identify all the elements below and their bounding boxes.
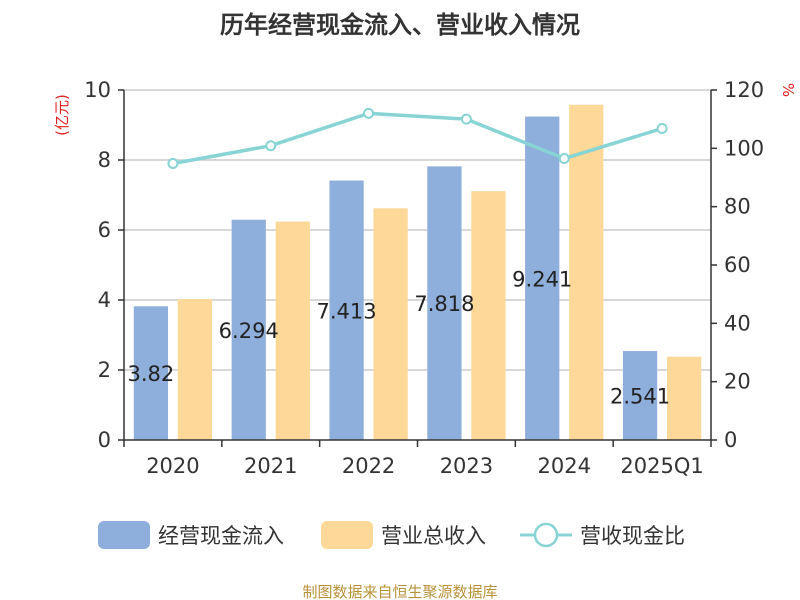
line-point <box>656 123 668 134</box>
bar-cash-inflow <box>525 116 560 440</box>
legend-item: 经营现金流入 <box>98 521 284 549</box>
line-point <box>558 153 570 165</box>
bar-value-label: 3.82 <box>128 362 175 386</box>
bar-value-label: 7.413 <box>317 299 377 323</box>
left-tick-label: 4 <box>98 288 111 312</box>
bar-value-label: 7.818 <box>414 292 474 316</box>
x-tick-label: 2024 <box>538 454 591 478</box>
left-axis-unit: (亿元) <box>53 94 71 136</box>
right-tick-label: 80 <box>724 195 751 219</box>
bar-value-label: 9.241 <box>512 267 572 291</box>
left-tick-label: 0 <box>98 428 111 452</box>
bar-revenue <box>569 104 604 440</box>
right-tick-label: 60 <box>724 253 751 277</box>
bar-cash-inflow <box>231 219 266 440</box>
x-tick-label: 2021 <box>244 454 297 478</box>
right-axis-unit: % <box>779 83 797 97</box>
legend-item: 营业总收入 <box>321 521 486 549</box>
legend-label: 经营现金流入 <box>158 524 284 548</box>
right-tick-label: 40 <box>724 311 751 335</box>
ratio-line <box>167 107 668 169</box>
legend-label: 营收现金比 <box>580 524 685 548</box>
left-tick-label: 2 <box>98 358 111 382</box>
right-tick-label: 100 <box>724 136 764 160</box>
bars <box>133 104 702 441</box>
bar-cash-inflow <box>427 166 462 440</box>
legend: 经营现金流入 营业总收入 营收现金比 <box>98 521 685 549</box>
bar-cash-inflow <box>133 306 169 440</box>
left-tick-label: 8 <box>98 148 111 172</box>
bar-revenue <box>177 298 213 440</box>
line-point <box>167 158 179 169</box>
legend-swatch <box>98 521 150 549</box>
bar-value-label: 6.294 <box>219 319 279 343</box>
gridlines <box>124 89 711 371</box>
x-tick-label: 2023 <box>440 454 493 478</box>
bar-cash-inflow <box>329 180 364 441</box>
line-point <box>265 140 277 152</box>
source-note: 制图数据来自恒生聚源数据库 <box>302 583 497 600</box>
line-point <box>460 113 472 125</box>
right-tick-label: 120 <box>724 78 764 102</box>
line-ratio <box>172 111 663 166</box>
left-tick-label: 6 <box>98 218 111 242</box>
right-tick-label: 0 <box>724 428 737 452</box>
x-tick-label: 2022 <box>342 454 395 478</box>
line-point <box>363 107 375 119</box>
legend-label: 营业总收入 <box>381 524 486 548</box>
legend-swatch <box>321 521 373 549</box>
bar-revenue <box>373 208 408 440</box>
bar-revenue <box>666 356 702 440</box>
data-labels: 3.82 6.294 7.413 7.818 9.241 2.541 <box>128 267 671 408</box>
right-tick-label: 20 <box>724 370 751 394</box>
bar-value-label: 2.541 <box>610 385 670 409</box>
bar-revenue <box>471 191 506 440</box>
x-tick-label: 2025Q1 <box>620 454 703 478</box>
left-tick-label: 10 <box>84 78 111 102</box>
bar-revenue <box>275 221 310 440</box>
bar-cash-inflow <box>622 351 658 440</box>
chart-title: 历年经营现金流入、营业收入情况 <box>220 11 580 39</box>
x-tick-label: 2020 <box>146 454 199 478</box>
legend-marker <box>533 522 559 548</box>
legend-item: 营收现金比 <box>520 522 685 548</box>
